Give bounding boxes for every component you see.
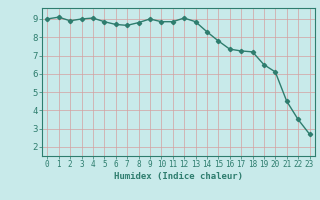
X-axis label: Humidex (Indice chaleur): Humidex (Indice chaleur) <box>114 172 243 181</box>
